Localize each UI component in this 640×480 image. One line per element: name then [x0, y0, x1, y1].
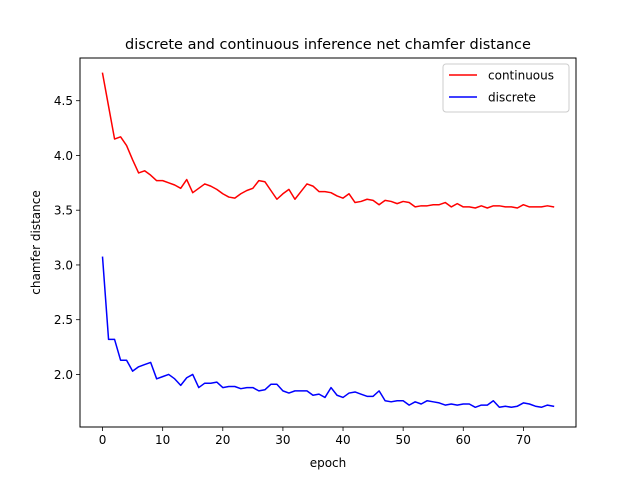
y-tick-label: 4.0: [54, 149, 73, 163]
plot-area-frame: [79, 57, 577, 428]
legend: continuous discrete: [442, 63, 570, 113]
y-tick-label: 2.0: [54, 368, 73, 382]
y-tick-label: 3.5: [54, 204, 73, 218]
x-tick-label: 50: [396, 433, 411, 447]
legend-box: [442, 63, 570, 113]
x-axis-ticks: 0 10 20 30 40 50 60 70: [99, 427, 531, 447]
x-tick-label: 30: [275, 433, 290, 447]
x-axis-label: epoch: [310, 456, 347, 470]
x-tick-label: 10: [155, 433, 170, 447]
y-tick-label: 3.0: [54, 258, 73, 272]
chart-title: discrete and continuous inference net ch…: [125, 37, 531, 53]
legend-label-continuous: continuous: [488, 69, 554, 83]
plot-lines: [101, 72, 555, 409]
y-axis-label: chamfer distance: [29, 190, 43, 294]
y-axis-ticks: 2.0 2.5 3.0 3.5 4.0 4.5: [54, 94, 80, 382]
x-tick-label: 60: [456, 433, 471, 447]
x-tick-label: 20: [215, 433, 230, 447]
series-line-continuous: [101, 72, 555, 209]
x-tick-label: 70: [516, 433, 531, 447]
legend-label-discrete: discrete: [488, 91, 536, 105]
y-tick-label: 2.5: [54, 313, 73, 327]
x-tick-label: 40: [335, 433, 350, 447]
series-line-discrete: [101, 256, 555, 409]
x-tick-label: 0: [99, 433, 107, 447]
y-tick-label: 4.5: [54, 94, 73, 108]
